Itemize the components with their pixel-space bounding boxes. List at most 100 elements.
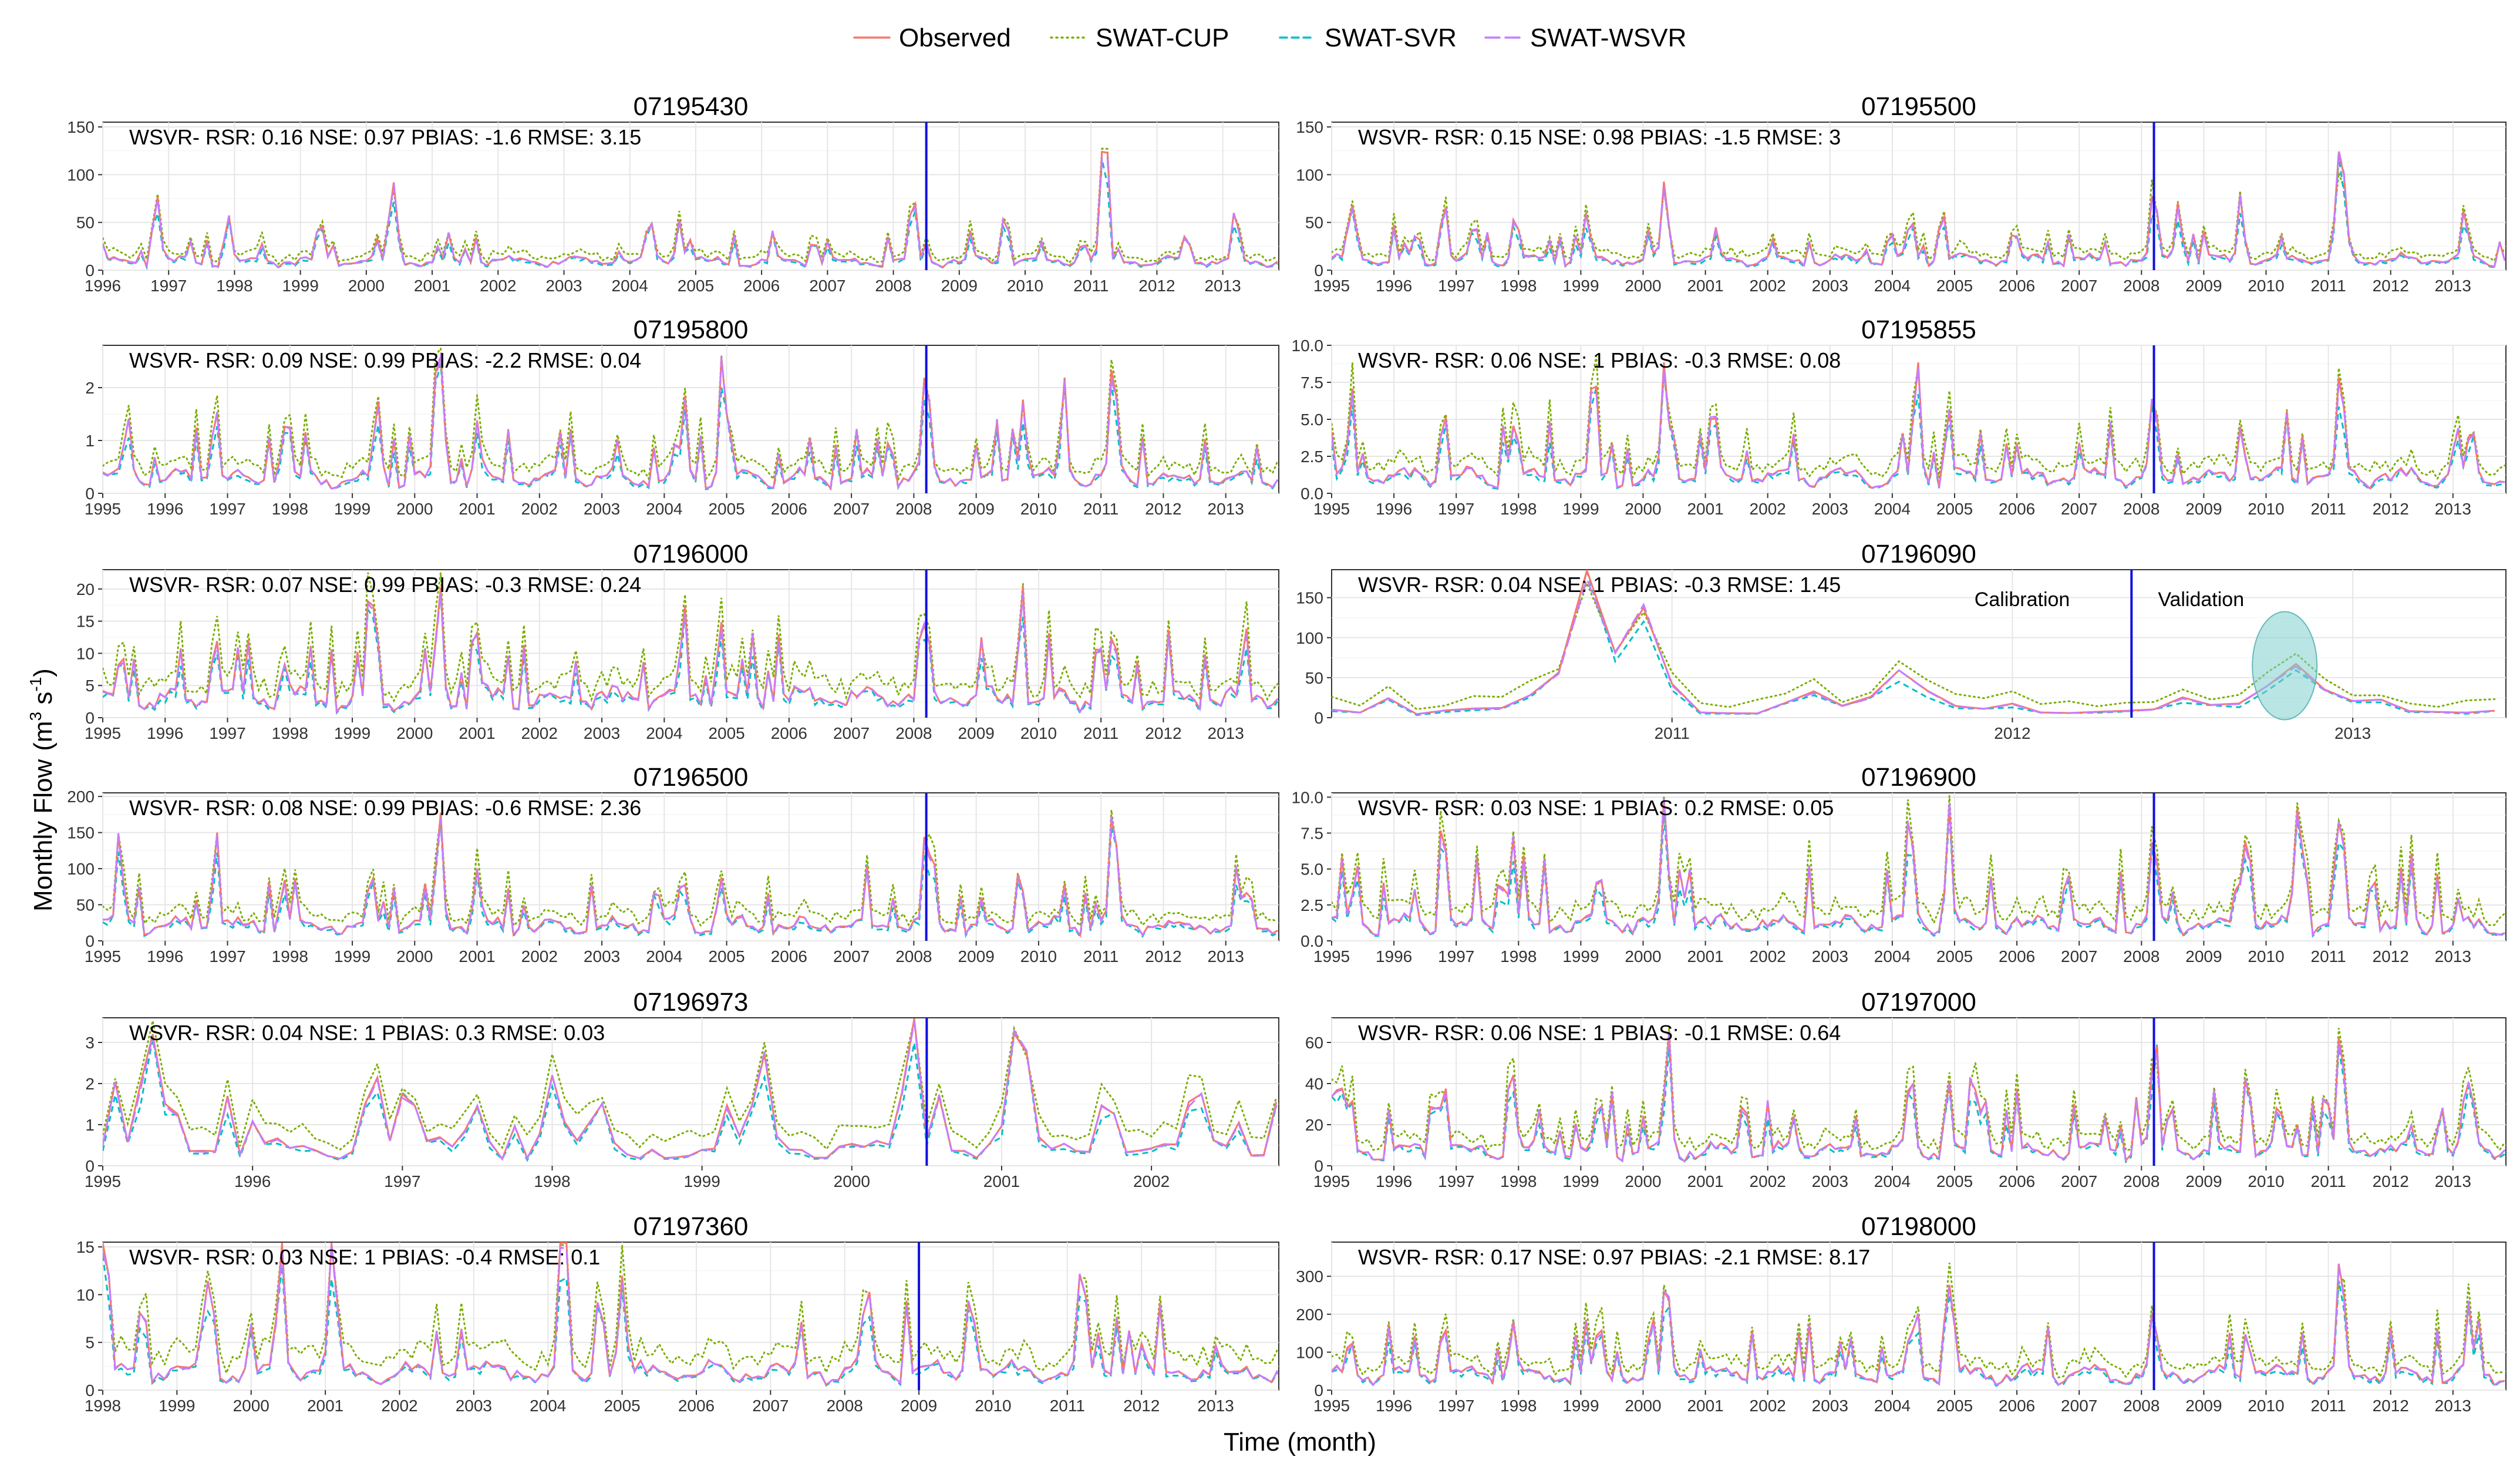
- x-tick-label: 2011: [1083, 724, 1118, 742]
- x-tick-label: 1996: [1376, 500, 1412, 518]
- x-tick-label: 1997: [384, 1172, 420, 1190]
- x-tick-label: 2004: [646, 500, 682, 518]
- x-tick-label: 1998: [272, 947, 308, 966]
- x-tick-label: 1996: [1376, 947, 1412, 966]
- y-tick-label: 100: [67, 860, 95, 878]
- x-tick-label: 2000: [834, 1172, 870, 1190]
- x-tick-label: 2000: [348, 277, 385, 295]
- y-tick-label: 5.0: [1301, 411, 1323, 429]
- x-tick-label: 2002: [1750, 500, 1786, 518]
- y-tick-label: 3: [85, 1034, 95, 1052]
- x-tick-label: 2012: [2373, 1172, 2409, 1190]
- series-swat-cup: [1332, 172, 2506, 263]
- x-tick-label: 2008: [2123, 1172, 2159, 1190]
- y-tick-label: 2: [85, 379, 95, 397]
- y-tick-label: 0: [1314, 709, 1323, 727]
- x-tick-label: 2013: [2435, 500, 2471, 518]
- x-tick-label: 2001: [414, 277, 450, 295]
- y-axis-title-close: ): [29, 668, 58, 677]
- x-tick-label: 2000: [233, 1397, 269, 1415]
- x-tick-label: 2002: [1750, 947, 1786, 966]
- x-tick-label: 2011: [1083, 947, 1118, 966]
- x-tick-label: 2010: [2248, 500, 2284, 518]
- x-tick-label: 2007: [833, 724, 870, 742]
- series-swat-cup: [103, 1020, 1278, 1151]
- x-tick-label: 1999: [683, 1172, 720, 1190]
- series-lines: [103, 809, 1279, 939]
- chart-panel: 07198000 0 100 200 300 1995 1996 1997 1998 1999 20…: [1296, 1212, 2506, 1415]
- x-tick-label: 1996: [234, 1172, 271, 1190]
- x-tick-label: 2012: [1145, 500, 1181, 518]
- x-tick-label: 2008: [2123, 277, 2159, 295]
- series-swat-wsvr: [103, 353, 1279, 491]
- y-axis-title-mid: s: [29, 692, 58, 712]
- panel-annotation: WSVR- RSR: 0.04 NSE: 1 PBIAS: 0.3 RMSE: …: [129, 1021, 605, 1045]
- y-tick-label: 0: [1314, 1157, 1323, 1175]
- y-tick-label: 300: [1296, 1267, 1323, 1286]
- y-tick-label: 2.5: [1301, 896, 1323, 914]
- x-tick-label: 2006: [743, 277, 780, 295]
- x-tick-label: 2002: [521, 724, 558, 742]
- chart-panel: 07196973 0 1 2 3 1995 1996 1997 1998 1999 2000 2001…: [85, 988, 1279, 1190]
- x-tick-label: 1997: [1438, 277, 1474, 295]
- y-tick-label: 0.0: [1301, 932, 1323, 950]
- chart-panel: 07196090 0 50 100 150 2011 2012 2013 Calibration…: [1296, 540, 2506, 742]
- x-tick-label: 1998: [1500, 1172, 1537, 1190]
- x-tick-label: 2004: [1874, 1172, 1911, 1190]
- panel-title: 07195500: [1861, 92, 1976, 121]
- x-tick-label: 2003: [456, 1397, 492, 1415]
- x-tick-label: 1996: [1376, 277, 1412, 295]
- y-tick-label: 50: [1305, 214, 1323, 232]
- x-tick-label: 2007: [2061, 947, 2097, 966]
- panel-title: 07196900: [1861, 763, 1976, 792]
- y-tick-label: 5: [85, 677, 95, 695]
- x-tick-label: 2009: [2185, 947, 2222, 966]
- x-tick-label: 2001: [1687, 277, 1723, 295]
- x-tick-label: 2003: [1812, 1172, 1848, 1190]
- legend-item: SWAT-CUP: [1050, 23, 1229, 52]
- x-tick-label: 2010: [1020, 500, 1057, 518]
- x-tick-label: 2009: [958, 500, 994, 518]
- chart-panel: 07196500 0 50 100 150 200 1995 1996 1997 1998 1999…: [67, 763, 1279, 966]
- legend-label: Observed: [899, 23, 1011, 52]
- x-tick-label: 2006: [1999, 277, 2035, 295]
- x-tick-label: 2008: [827, 1397, 863, 1415]
- x-tick-label: 2004: [1874, 277, 1911, 295]
- x-tick-label: 2001: [1687, 947, 1723, 966]
- calibration-label: Calibration: [1975, 588, 2070, 611]
- plot-frame: [102, 1242, 1279, 1391]
- x-tick-label: 2010: [2248, 277, 2284, 295]
- x-axis-title: Time (month): [1224, 1428, 1376, 1456]
- x-tick-label: 1998: [1500, 947, 1537, 966]
- legend-label: SWAT-SVR: [1325, 23, 1457, 52]
- y-tick-label: 1: [85, 432, 95, 450]
- x-tick-label: 2005: [604, 1397, 640, 1415]
- x-tick-label: 2012: [1145, 947, 1181, 966]
- y-tick-label: 0: [85, 1157, 95, 1175]
- y-tick-label: 0: [85, 485, 95, 503]
- y-tick-label: 2: [85, 1075, 95, 1093]
- y-tick-label: 0: [1314, 261, 1323, 280]
- y-tick-label: 0: [1314, 1381, 1323, 1400]
- x-tick-label: 2003: [584, 724, 620, 742]
- y-tick-label: 2.5: [1301, 448, 1323, 466]
- x-tick-label: 2004: [1874, 500, 1911, 518]
- x-tick-label: 2007: [833, 947, 870, 966]
- plot-frame: [1331, 122, 2506, 271]
- series-lines: [103, 1242, 1279, 1387]
- x-tick-label: 2013: [1204, 277, 1241, 295]
- x-tick-label: 2004: [646, 724, 682, 742]
- y-tick-label: 50: [76, 214, 95, 232]
- y-tick-label: 20: [1305, 1116, 1323, 1134]
- x-tick-label: 2006: [1999, 1172, 2035, 1190]
- x-tick-label: 1999: [282, 277, 318, 295]
- panel-annotation: WSVR- RSR: 0.08 NSE: 0.99 PBIAS: -0.6 RM…: [129, 796, 641, 820]
- panel-annotation: WSVR- RSR: 0.07 NSE: 0.99 PBIAS: -0.3 RM…: [129, 573, 641, 597]
- x-tick-label: 2011: [2311, 1172, 2346, 1190]
- x-tick-label: 2013: [1197, 1397, 1234, 1415]
- x-tick-label: 2005: [1936, 277, 1973, 295]
- x-tick-label: 1997: [150, 277, 187, 295]
- x-tick-label: 2008: [2123, 500, 2159, 518]
